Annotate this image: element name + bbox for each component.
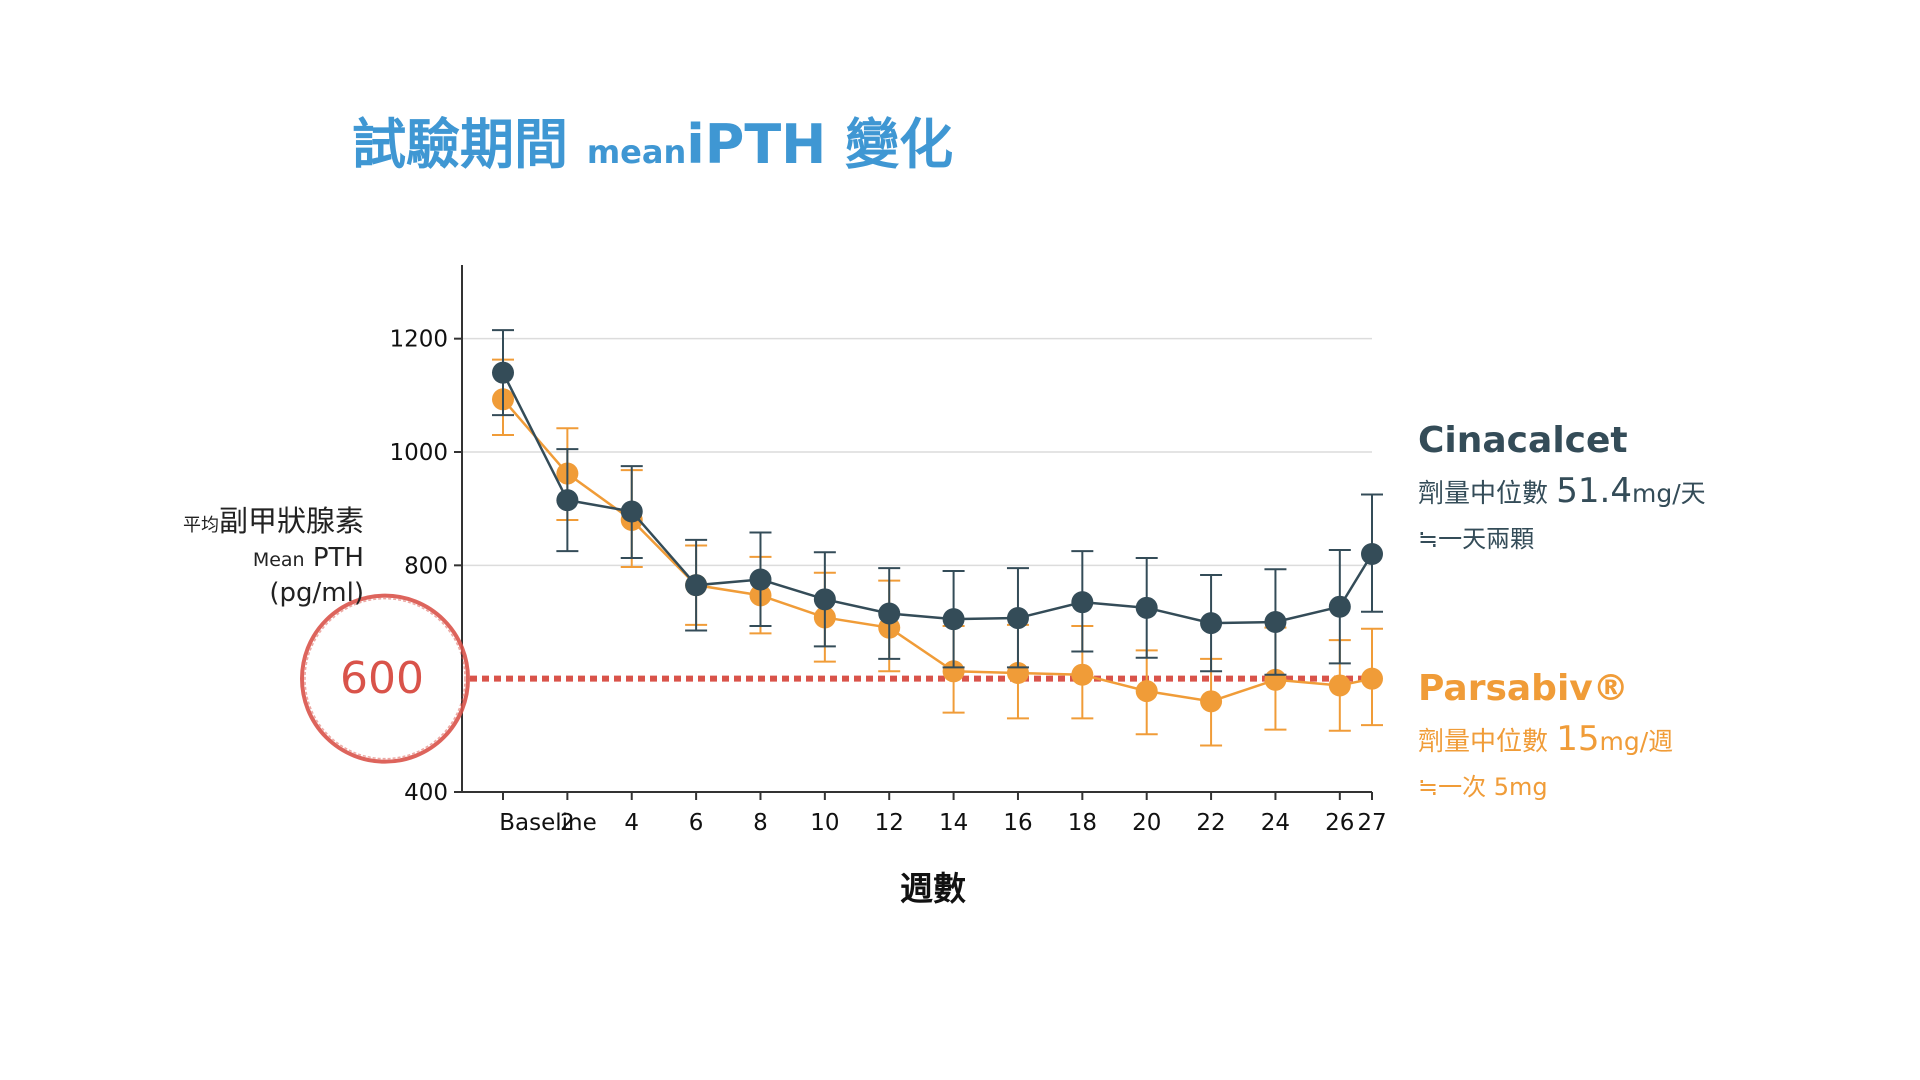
cinacalcet-point-6 (685, 574, 708, 597)
x-tick-label-12: 12 (875, 810, 904, 836)
legend-cinacalcet-dose: 劑量中位數 51.4mg/天 (1418, 471, 1706, 511)
y-tick-label-1000: 1000 (389, 440, 448, 466)
x-tick-label-10: 10 (810, 810, 839, 836)
parsabiv-line (502, 398, 1373, 703)
page-title: 試驗期間 meaniPTH 變化 (352, 113, 954, 176)
y-tick-label-800: 800 (404, 553, 448, 579)
y-axis-label-zh: 平均副甲狀腺素 (182, 504, 364, 538)
cinacalcet-point-12 (878, 602, 901, 625)
parsabiv-point-18 (1071, 663, 1094, 686)
x-tick-label-20: 20 (1132, 810, 1161, 836)
legend-cinacalcet: Cinacalcet 劑量中位數 51.4mg/天 ≒一天兩顆 (1418, 420, 1706, 554)
x-tick-label-27: 27 (1357, 810, 1386, 836)
x-tick-label-8: 8 (753, 810, 768, 836)
x-tick-label-4: 4 (624, 810, 639, 836)
target-600-circle-texture (304, 597, 466, 760)
parsabiv-point-26 (1328, 674, 1351, 697)
parsabiv-point-20 (1135, 680, 1158, 703)
target-600-label: 600 (340, 653, 424, 704)
x-tick-label-26: 26 (1325, 810, 1354, 836)
legend-parsabiv: Parsabiv® 劑量中位數 15mg/週 ≒一次 5mg (1418, 668, 1673, 802)
cinacalcet-point-22 (1200, 612, 1223, 635)
cinacalcet-point-24 (1264, 611, 1287, 633)
legend-cinacalcet-name: Cinacalcet (1418, 420, 1628, 461)
cinacalcet-point-8 (749, 568, 772, 591)
x-axis-label: 週數 (900, 869, 966, 908)
x-tick-label-14: 14 (939, 810, 968, 836)
parsabiv-point-22 (1200, 690, 1223, 713)
y-axis-unit: (pg/ml) (269, 578, 364, 608)
x-tick-label-22: 22 (1196, 810, 1225, 836)
x-tick-label-6: 6 (689, 810, 704, 836)
x-tick-label-18: 18 (1068, 810, 1097, 836)
cinacalcet-point-10 (813, 588, 836, 611)
x-tick-label-Baseline: Baseline (499, 810, 597, 836)
cinacalcet-point-27 (1361, 543, 1383, 565)
cinacalcet-point-14 (942, 608, 965, 631)
cinacalcet-point-26 (1328, 595, 1351, 618)
cinacalcet-point-Baseline (492, 361, 514, 384)
x-tick-label-2: 2 (560, 810, 575, 836)
cinacalcet-point-2 (556, 489, 579, 512)
cinacalcet-line (501, 372, 1374, 625)
x-tick-label-16: 16 (1003, 810, 1032, 836)
parsabiv-point-14 (942, 660, 965, 683)
y-tick-label-400: 400 (404, 780, 448, 806)
cinacalcet-point-20 (1135, 596, 1158, 619)
cinacalcet-point-18 (1071, 591, 1094, 614)
target-600-circle (300, 593, 470, 764)
y-tick-label-1200: 1200 (389, 327, 448, 353)
cinacalcet-point-16 (1006, 607, 1029, 630)
parsabiv-point-27 (1361, 667, 1383, 690)
cinacalcet-point-4 (620, 500, 643, 523)
x-tick-label-24: 24 (1261, 810, 1290, 836)
legend-parsabiv-name: Parsabiv® (1418, 668, 1629, 709)
y-axis-label-en: Mean PTH (252, 543, 364, 573)
legend-parsabiv-dose: 劑量中位數 15mg/週 (1418, 719, 1674, 759)
legend-parsabiv-note: ≒一次 5mg (1418, 773, 1548, 801)
legend-cinacalcet-note: ≒一天兩顆 (1418, 525, 1535, 553)
